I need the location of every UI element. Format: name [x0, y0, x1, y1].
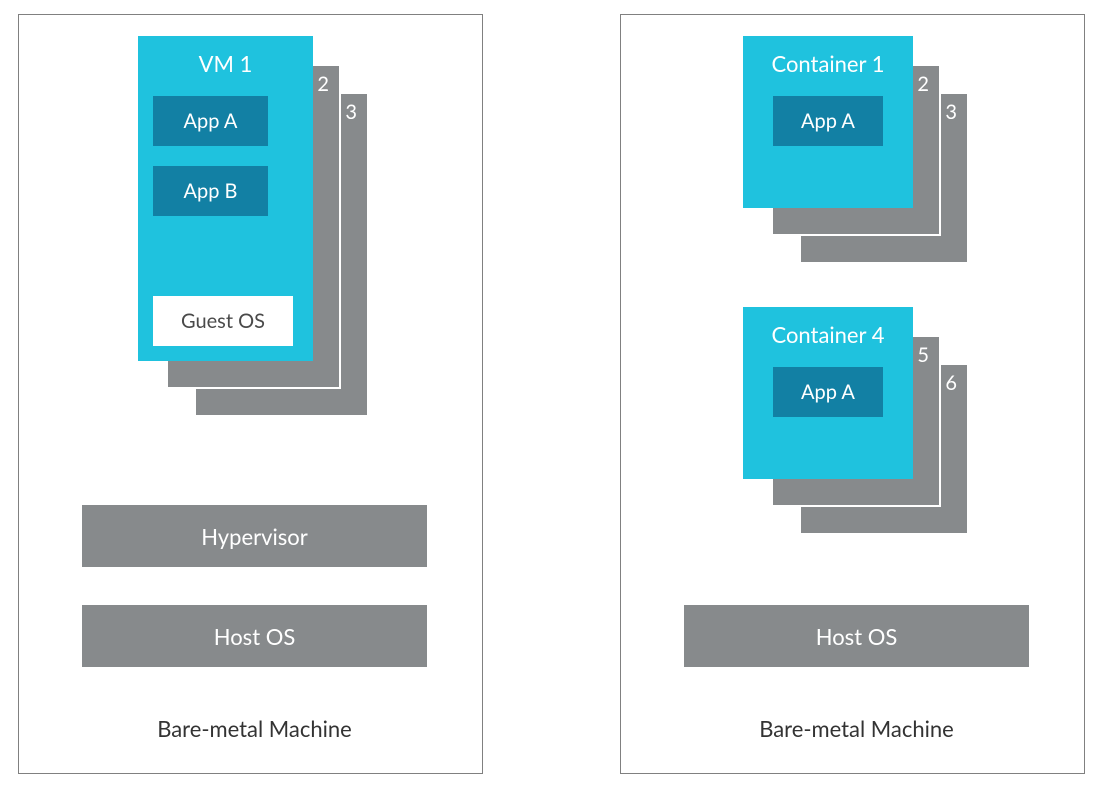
hypervisor-label: Hypervisor [201, 523, 307, 550]
left-panel: 3 2 VM 1 App A App B Guest OS Hypervisor… [18, 14, 483, 774]
guest-os-label: Guest OS [181, 309, 265, 333]
app-a-label: App A [184, 109, 238, 133]
left-caption-text: Bare-metal Machine [157, 715, 352, 742]
vm-card-3-label: 3 [345, 100, 357, 124]
vm-card-1: VM 1 App A App B Guest OS [138, 36, 313, 361]
container-bottom-4-title: Container 4 [743, 307, 913, 348]
app-b-box: App B [153, 166, 268, 216]
container-top-2-label: 2 [917, 72, 929, 96]
guest-os-box: Guest OS [153, 296, 293, 346]
hypervisor-bar: Hypervisor [82, 505, 427, 567]
container-bottom-6-label: 6 [945, 371, 957, 395]
right-host-os-bar: Host OS [684, 605, 1029, 667]
container-top-app-label: App A [801, 109, 855, 133]
container-bottom-4: Container 4 App A [743, 307, 913, 479]
right-panel: 3 2 Container 1 App A 6 5 Container 4 Ap… [620, 14, 1085, 774]
left-host-os-bar: Host OS [82, 605, 427, 667]
container-top-app-box: App A [773, 96, 883, 146]
container-top-1: Container 1 App A [743, 36, 913, 208]
left-host-os-label: Host OS [214, 623, 296, 650]
vm-card-1-title: VM 1 [138, 36, 313, 77]
container-top-1-title: Container 1 [743, 36, 913, 77]
right-host-os-label: Host OS [816, 623, 898, 650]
container-bottom-5-label: 5 [917, 343, 929, 367]
right-caption-text: Bare-metal Machine [759, 715, 954, 742]
left-caption: Bare-metal Machine [82, 715, 427, 742]
container-bottom-app-label: App A [801, 380, 855, 404]
app-b-label: App B [184, 179, 238, 203]
container-top-3-label: 3 [945, 100, 957, 124]
container-bottom-app-box: App A [773, 367, 883, 417]
vm-card-2-label: 2 [317, 72, 329, 96]
right-caption: Bare-metal Machine [684, 715, 1029, 742]
app-a-box: App A [153, 96, 268, 146]
